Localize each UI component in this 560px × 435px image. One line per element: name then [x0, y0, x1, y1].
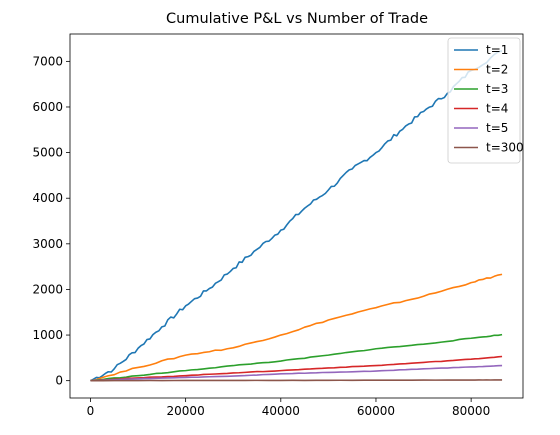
- y-tick-label: 3000: [32, 237, 63, 251]
- x-tick-label: 60000: [357, 404, 395, 418]
- y-tick-label: 7000: [32, 54, 63, 68]
- y-tick-label: 1000: [32, 328, 63, 342]
- series-line-t4: [90, 355, 503, 382]
- plot-area: [69, 33, 524, 399]
- plot-frame: [69, 33, 524, 399]
- x-tick-label: 0: [87, 404, 95, 418]
- y-axis: 0 1000 2000 3000 4000 5000 6000 7000: [32, 54, 70, 388]
- legend-label: t=5: [486, 121, 508, 135]
- legend: t=1 t=2 t=3 t=4 t=5 t=300: [447, 37, 524, 164]
- y-tick-label: 6000: [32, 100, 63, 114]
- legend-label: t=2: [486, 63, 508, 77]
- chart-title: Cumulative P&L vs Number of Trade: [166, 11, 428, 27]
- series-line-t3: [90, 333, 503, 382]
- y-tick-label: 5000: [32, 146, 63, 160]
- legend-label: t=4: [486, 102, 508, 116]
- y-tick-label: 4000: [32, 191, 63, 205]
- y-tick-label: 0: [55, 374, 63, 388]
- x-axis: 0 20000 40000 60000 80000: [87, 398, 490, 418]
- y-tick-label: 2000: [32, 282, 63, 296]
- legend-label: t=300: [486, 141, 524, 155]
- series-line-t2: [90, 273, 503, 382]
- series-line-t5: [90, 364, 503, 382]
- legend-label: t=3: [486, 82, 508, 96]
- legend-label: t=1: [486, 43, 508, 57]
- x-tick-label: 80000: [452, 404, 490, 418]
- series-line-t1: [90, 50, 503, 382]
- x-tick-label: 20000: [167, 404, 205, 418]
- x-tick-label: 40000: [262, 404, 300, 418]
- series-line-t300: [90, 379, 503, 382]
